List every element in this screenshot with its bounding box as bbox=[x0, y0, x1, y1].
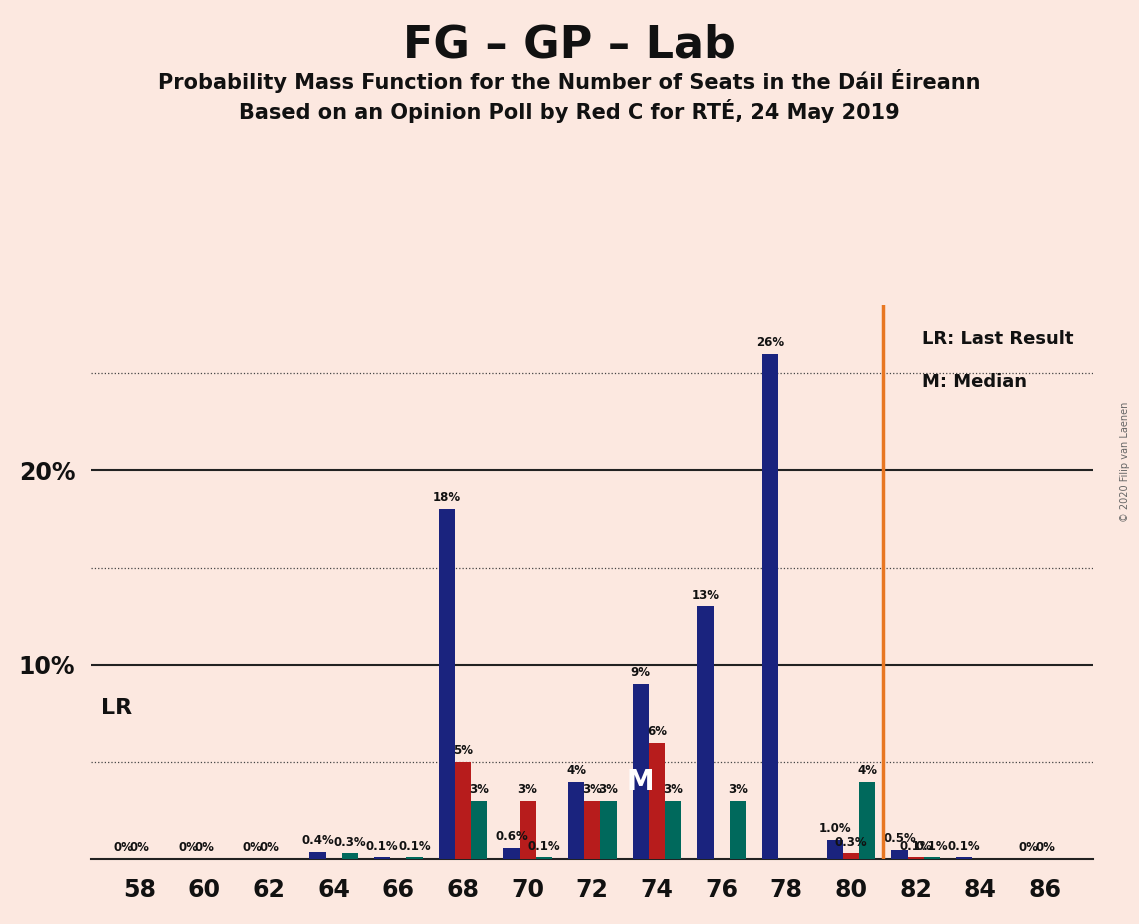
Text: 0%: 0% bbox=[114, 842, 133, 855]
Text: 18%: 18% bbox=[433, 492, 461, 505]
Text: 0%: 0% bbox=[178, 842, 198, 855]
Text: 0%: 0% bbox=[1019, 842, 1039, 855]
Text: 9%: 9% bbox=[631, 666, 650, 679]
Bar bbox=[407, 857, 423, 859]
Bar bbox=[600, 801, 616, 859]
Text: 0%: 0% bbox=[130, 842, 149, 855]
Bar bbox=[924, 857, 940, 859]
Text: 0.1%: 0.1% bbox=[527, 840, 560, 853]
Bar bbox=[843, 854, 859, 859]
Text: 0%: 0% bbox=[259, 842, 279, 855]
Text: Based on an Opinion Poll by Red C for RTÉ, 24 May 2019: Based on an Opinion Poll by Red C for RT… bbox=[239, 99, 900, 123]
Text: Probability Mass Function for the Number of Seats in the Dáil Éireann: Probability Mass Function for the Number… bbox=[158, 69, 981, 93]
Bar bbox=[827, 840, 843, 859]
Text: 0.1%: 0.1% bbox=[366, 840, 399, 853]
Text: 4%: 4% bbox=[858, 763, 877, 777]
Bar bbox=[503, 847, 519, 859]
Text: 0.5%: 0.5% bbox=[883, 832, 916, 845]
Bar bbox=[632, 685, 649, 859]
Bar bbox=[859, 782, 875, 859]
Bar bbox=[956, 857, 973, 859]
Text: 0.3%: 0.3% bbox=[334, 835, 366, 848]
Bar bbox=[310, 852, 326, 859]
Text: LR: Last Result: LR: Last Result bbox=[923, 330, 1074, 348]
Text: 0.1%: 0.1% bbox=[399, 840, 431, 853]
Text: 6%: 6% bbox=[647, 724, 667, 737]
Text: 0.6%: 0.6% bbox=[495, 830, 527, 843]
Text: FG – GP – Lab: FG – GP – Lab bbox=[403, 23, 736, 67]
Bar bbox=[584, 801, 600, 859]
Text: M: Median: M: Median bbox=[923, 373, 1027, 391]
Bar bbox=[342, 854, 358, 859]
Text: 3%: 3% bbox=[582, 784, 603, 796]
Text: 4%: 4% bbox=[566, 763, 587, 777]
Bar bbox=[568, 782, 584, 859]
Text: LR: LR bbox=[101, 698, 132, 718]
Text: 1.0%: 1.0% bbox=[819, 822, 851, 835]
Text: 3%: 3% bbox=[518, 784, 538, 796]
Bar bbox=[762, 354, 778, 859]
Bar bbox=[665, 801, 681, 859]
Text: 0.4%: 0.4% bbox=[301, 833, 334, 846]
Text: 0%: 0% bbox=[195, 842, 214, 855]
Bar bbox=[908, 857, 924, 859]
Text: 0%: 0% bbox=[1035, 842, 1055, 855]
Text: 0%: 0% bbox=[243, 842, 263, 855]
Text: 3%: 3% bbox=[469, 784, 489, 796]
Bar bbox=[535, 857, 552, 859]
Text: 0.1%: 0.1% bbox=[916, 840, 948, 853]
Text: 3%: 3% bbox=[728, 784, 747, 796]
Bar bbox=[454, 762, 472, 859]
Bar bbox=[374, 857, 391, 859]
Text: M: M bbox=[626, 768, 655, 796]
Bar bbox=[439, 509, 454, 859]
Text: 26%: 26% bbox=[756, 335, 784, 348]
Bar bbox=[472, 801, 487, 859]
Bar bbox=[649, 743, 665, 859]
Text: 0.1%: 0.1% bbox=[900, 840, 932, 853]
Text: 5%: 5% bbox=[453, 744, 473, 757]
Bar bbox=[730, 801, 746, 859]
Bar bbox=[697, 606, 713, 859]
Bar bbox=[519, 801, 535, 859]
Text: 0.3%: 0.3% bbox=[835, 835, 867, 848]
Text: 0.1%: 0.1% bbox=[948, 840, 981, 853]
Bar bbox=[892, 849, 908, 859]
Text: © 2020 Filip van Laenen: © 2020 Filip van Laenen bbox=[1120, 402, 1130, 522]
Text: 13%: 13% bbox=[691, 589, 720, 602]
Text: 3%: 3% bbox=[598, 784, 618, 796]
Text: 3%: 3% bbox=[663, 784, 683, 796]
